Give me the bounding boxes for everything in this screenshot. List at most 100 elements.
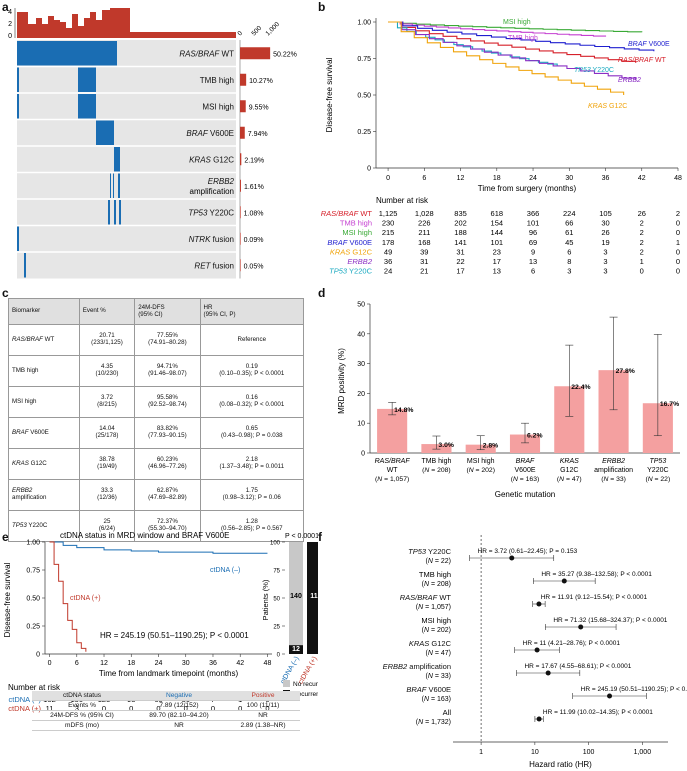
- table-cell: 62.87% (47.69–82.89): [134, 479, 201, 511]
- km-curve-label: MSI high: [503, 19, 531, 26]
- stacked-bar-value: 11: [310, 593, 318, 600]
- oncoprint-cell: [78, 67, 96, 92]
- bar: [377, 408, 408, 453]
- x-tick-label: 12: [100, 660, 108, 667]
- km-curve-label: BRAF V600E: [628, 41, 670, 48]
- table-cell: KRAS G12C: [8, 448, 80, 480]
- y-axis-label: Disease-free survival: [325, 57, 334, 132]
- x-tick-label: 18: [127, 660, 135, 667]
- risk-value: 13: [493, 267, 501, 276]
- hr-annotation: HR = 11.99 (10.02–14.35); P < 0.0001: [543, 709, 653, 716]
- risk-row-label: TMB high: [340, 219, 372, 228]
- panel-c-label: c: [2, 286, 9, 300]
- table-row: RAS/BRAF WT 20.71 (233/1,125) 77.55% (74.9…: [8, 324, 305, 356]
- bar-value-label: 3.0%: [438, 442, 454, 449]
- freq-bar: [240, 206, 241, 219]
- risk-value: 6: [567, 247, 571, 256]
- x-tick-label: 42: [638, 175, 646, 182]
- x-axis-label: Time from surgery (months): [478, 184, 577, 193]
- risk-value: 30: [601, 219, 609, 228]
- freq-bar: [240, 153, 242, 166]
- top-hist-bar: [110, 8, 118, 38]
- oncoprint-row-label: KRAS G12C: [189, 155, 234, 164]
- stacked-bar-value: 12: [292, 646, 300, 653]
- x-tick-label: 1: [479, 749, 483, 756]
- hr-point: [561, 578, 567, 584]
- forest-row-label: MSI high: [421, 616, 451, 625]
- km-title: ctDNA status in MRD window and BRAF V600…: [60, 531, 229, 540]
- risk-value: 1,125: [379, 209, 398, 218]
- km-curve: [388, 21, 643, 33]
- oncoprint-cell: [17, 67, 19, 92]
- risk-value: 226: [418, 219, 431, 228]
- table-cell: TP53 Y220C: [8, 510, 80, 542]
- oncoprint-background: [17, 40, 236, 279]
- number-at-risk-title: Number at risk: [376, 196, 429, 205]
- category-label-line2: G12C: [560, 467, 578, 474]
- table-cell: TMB high: [8, 355, 80, 387]
- x-tick-label: 36: [602, 175, 610, 182]
- freq-pct: 0.05%: [244, 263, 264, 270]
- km-curve-label: TP53 Y220C: [574, 67, 614, 74]
- legend-swatch-no-recurrence: [283, 680, 290, 687]
- risk-value: 141: [454, 238, 467, 247]
- km-curve-label: KRAS G12C: [588, 103, 627, 110]
- km-curve: [49, 541, 268, 554]
- table-row: ERBB2 amplification 33.3 (12/36) 62.87% (4…: [8, 479, 305, 511]
- x-tick-label: 18: [493, 175, 501, 182]
- km-curve: [49, 541, 87, 652]
- risk-value: 188: [454, 228, 467, 237]
- y-axis-label: Disease-free survival: [3, 562, 12, 637]
- risk-value: 105: [599, 209, 612, 218]
- y-tick-label: 0.75: [357, 56, 371, 63]
- top-hist-bar: [84, 18, 90, 38]
- risk-value: 26: [638, 209, 646, 218]
- x-tick-label: 0: [48, 660, 52, 667]
- oncoprint-cell: [114, 147, 120, 172]
- stacked-bar-value: 140: [290, 593, 302, 600]
- x-tick-label: 6: [75, 660, 79, 667]
- hr-annotation: HR = 245.19 (50.51–1190.25); P < 0.0001: [581, 686, 687, 693]
- oncoprint-row-label: TMB high: [200, 76, 234, 85]
- hr-point: [509, 555, 515, 561]
- risk-row-label: RAS/BRAF WT: [321, 209, 373, 218]
- number-at-risk-title: Number at risk: [8, 683, 61, 692]
- y-tick-label: 50: [357, 302, 365, 309]
- category-label: KRAS: [560, 458, 579, 465]
- panel-f-label: f: [318, 530, 322, 544]
- category-label: ERBB2: [602, 458, 625, 465]
- hr-point: [536, 601, 542, 607]
- category-label-line2: amplification: [594, 467, 633, 474]
- x-tick-label: 6: [422, 175, 426, 182]
- risk-value: 154: [491, 219, 504, 228]
- x-tick-label: 48: [264, 660, 272, 667]
- y-tick-label: 1.00: [26, 540, 40, 547]
- panel-e-label: e: [2, 530, 9, 544]
- table-row: KRAS G12C 38.78 (19/49) 60.23% (46.96–77.2…: [8, 448, 305, 480]
- table-cell: Reference: [199, 324, 305, 356]
- freq-pct: 10.27%: [249, 78, 273, 85]
- hr-point: [607, 693, 613, 699]
- category-label-line2: V600E: [514, 467, 535, 474]
- risk-value: 211: [418, 228, 430, 237]
- risk-value: 215: [382, 228, 395, 237]
- risk-value: 26: [601, 228, 609, 237]
- mrd-bar-chart: 0 10 20 30 40 50 MRD positivity (%) 14.8% RAS/BR…: [337, 302, 680, 499]
- hr-point: [534, 647, 540, 653]
- top-hist-bar: [72, 14, 78, 38]
- risk-value: 13: [529, 257, 537, 266]
- forest-row-n: (N = 33): [425, 673, 451, 680]
- risk-value: 2: [676, 209, 680, 218]
- risk-value: 3: [603, 267, 607, 276]
- category-label: TP53: [649, 458, 666, 465]
- table-cell: RAS/BRAF WT: [8, 324, 80, 356]
- km-curve-label: ERBB2: [618, 77, 641, 84]
- forest-row-label: RAS/BRAF WT: [400, 593, 452, 602]
- table-cell: 94.71% (91.46–98.07): [134, 355, 201, 387]
- km-curve: [388, 21, 607, 37]
- freq-bar: [240, 47, 271, 60]
- x-tick-label: 0: [386, 175, 390, 182]
- biomarker-table-container: Biomarker Event % 24M-DFS (95% CI) HR (95% …: [8, 298, 308, 542]
- freq-tick: 0: [236, 30, 244, 38]
- risk-value: 1,028: [415, 209, 434, 218]
